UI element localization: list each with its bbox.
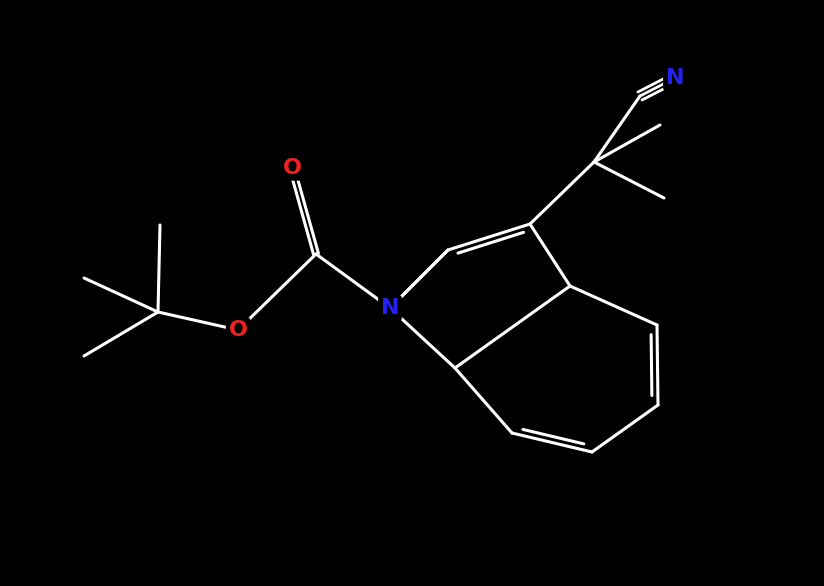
Text: N: N [381,298,400,318]
Text: O: O [283,158,302,178]
Text: O: O [228,320,247,340]
Text: N: N [666,68,684,88]
